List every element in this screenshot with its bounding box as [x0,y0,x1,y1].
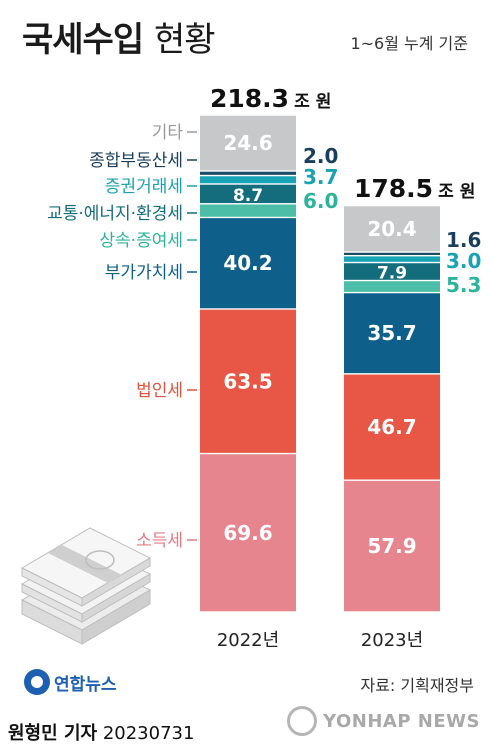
total-2023-value: 178.5 [354,174,434,203]
byline: 원형민 기자 20230731 [8,719,194,745]
bar-vat-2022 [200,218,296,309]
series-label-vat: 부가가치세 [105,263,183,283]
yonhap-logo-text: 연합뉴스 [54,674,117,695]
bar-inheritance-2022 [200,204,296,217]
value-label-traffic-2023: 7.9 [377,264,407,284]
bar-corporate-2023 [344,374,440,480]
value-label-income-2023: 57.9 [367,534,416,558]
bar-property-2022 [200,171,296,175]
source-note: 자료: 기획재정부 [360,676,474,695]
value-label-inheritance-2023: 5.3 [446,273,481,297]
value-label-inheritance-2022: 6.0 [303,189,338,213]
bar-traffic-2023 [344,263,440,280]
yonhap-news-watermark-icon [287,706,318,736]
bar-property-2023 [344,252,440,255]
series-label-traffic: 교통·에너지·환경세 [47,204,183,224]
series-label-income: 소득세 [136,531,183,551]
value-label-vat-2023: 35.7 [367,321,416,345]
title-light: 현황 [153,20,216,60]
bar-securities-2023 [344,256,440,262]
yonhap-news-watermark: YONHAP NEWS [287,706,480,736]
bar-corporate-2022 [200,309,296,453]
bar-traffic-2022 [200,184,296,204]
bar-inheritance-2023 [344,281,440,292]
category-label-2022: 2022년 [217,630,279,651]
value-label-vat-2022: 40.2 [223,251,272,275]
bar-income-2023 [344,480,440,612]
value-label-other-2023: 20.4 [367,217,416,241]
value-label-corporate-2023: 46.7 [367,415,416,439]
series-label-corporate: 법인세 [136,381,183,401]
value-label-corporate-2022: 63.5 [223,369,272,393]
byline-name: 원형민 기자 [8,723,98,744]
value-label-property-2023: 1.6 [446,228,481,252]
series-label-property: 종합부동산세 [89,151,183,171]
series-label-other: 기타 [152,123,184,143]
value-label-securities-2022: 3.7 [303,165,338,189]
byline-date: 20230731 [102,723,195,744]
value-label-income-2022: 69.6 [223,521,272,545]
total-2023-unit: 조 원 [438,182,476,202]
total-2022-unit: 조 원 [294,92,332,112]
value-label-other-2022: 24.6 [223,131,272,155]
period-note: 1~6월 누계 기준 [350,34,468,53]
value-label-securities-2023: 3.0 [446,249,481,273]
series-label-securities: 증권거래세 [105,177,183,197]
value-label-traffic-2022: 8.7 [233,186,263,206]
yonhap-logo-icon [24,669,50,695]
bar-income-2022 [200,454,296,612]
bar-vat-2023 [344,293,440,374]
total-2022-value: 218.3 [210,84,290,113]
yonhap-news-watermark-text: YONHAP NEWS [323,710,480,732]
title-bold: 국세수입 [22,20,144,60]
chart-title: 국세수입 현황 [22,12,216,61]
bar-securities-2022 [200,176,296,184]
bar-other-2023 [344,206,440,252]
total-2023: 178.5 조 원 [354,174,475,203]
category-label-2023: 2023년 [361,630,423,651]
money-stack-icon [20,527,152,645]
total-2022: 218.3 조 원 [210,84,331,113]
series-label-inheritance: 상속·증여세 [99,231,183,251]
yonhap-logo: 연합뉴스 [24,667,117,697]
bar-other-2022 [200,115,296,171]
value-label-property-2022: 2.0 [303,144,338,168]
